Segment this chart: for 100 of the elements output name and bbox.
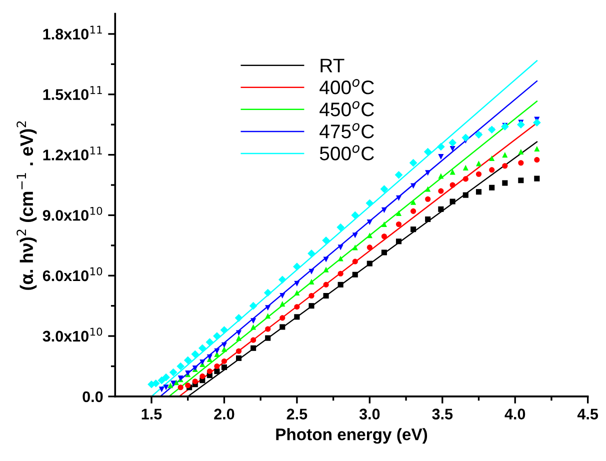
y-tick-label: 6.0x10$^{10}$ [42,267,102,282]
point [450,182,456,188]
y-tick-label: 1.5x10$^{11}$ [43,86,102,100]
point [366,244,372,250]
point [214,348,220,354]
point [351,211,360,220]
point [236,330,242,336]
point [308,250,316,258]
point [489,167,495,173]
point [249,302,258,310]
point [158,376,166,384]
point [438,154,444,160]
point [489,155,495,161]
point [294,280,300,286]
point [534,176,540,182]
point [213,332,221,340]
legend-label: 400$^{o}$C [320,79,374,94]
point [158,386,164,392]
point [396,195,402,201]
x-tick-label: 4.5 [577,408,598,420]
point [338,256,344,262]
point [265,335,271,341]
point [323,266,329,272]
point [425,170,431,176]
point [352,272,358,278]
point [323,282,329,288]
legend-label: 500$^{o}$C [320,145,374,160]
point [220,326,228,334]
point [450,198,456,204]
point [308,278,314,284]
point [396,210,402,216]
point [250,324,256,330]
point [518,149,524,155]
point [265,326,271,332]
point [336,223,344,232]
point [462,192,468,198]
point [323,256,329,262]
point [184,356,192,364]
point [366,219,372,226]
point [534,157,540,163]
point [192,378,198,384]
x-tick-label: 4.0 [504,408,526,420]
point [221,364,227,370]
y-axis-title: (α. hν)$^{2}$ (cm$^{−1}$ . eV)$^{2}$ [16,121,37,290]
x-axis-title: Photon energy (eV) [276,428,428,444]
point [450,169,456,175]
point [448,138,456,147]
point [366,260,372,266]
point [308,292,314,299]
point [424,148,432,156]
point [409,158,418,167]
point [476,189,482,195]
y-tick-label: 1.8x10$^{11}$ [43,26,102,40]
point [162,373,170,382]
point [396,238,402,244]
point [178,384,184,390]
point [169,368,178,376]
point [214,363,220,370]
point [200,374,206,380]
point [502,180,508,186]
point [214,368,220,374]
point [323,292,329,299]
point [234,314,243,322]
y-tick-label: 3.0x10$^{10}$ [42,328,102,342]
point [308,268,314,274]
point [338,244,344,250]
point [502,152,508,158]
point [476,160,482,166]
point [221,358,227,364]
legend-label: 450$^{o}$C [320,101,374,116]
point [532,118,541,127]
point [410,226,416,232]
point [381,250,387,256]
point [236,348,242,354]
point [352,232,358,238]
point [293,262,301,270]
point [191,350,200,358]
x-tick-label: 1.5 [142,408,162,420]
point [425,216,431,222]
x-tick-label: 2.0 [214,408,234,420]
point [308,303,314,309]
point [394,171,403,179]
point [518,178,524,184]
point [250,337,256,343]
point [250,318,256,324]
point [438,188,444,194]
point [236,355,242,361]
point [176,362,185,370]
point [338,270,344,276]
point [294,314,300,320]
point [236,335,242,341]
point [264,288,272,297]
point [352,258,358,264]
point [425,186,431,192]
x-tick-label: 3.5 [432,408,453,420]
point [366,199,374,208]
point [250,345,256,351]
point [462,164,468,170]
point [280,292,286,299]
point [280,315,286,321]
